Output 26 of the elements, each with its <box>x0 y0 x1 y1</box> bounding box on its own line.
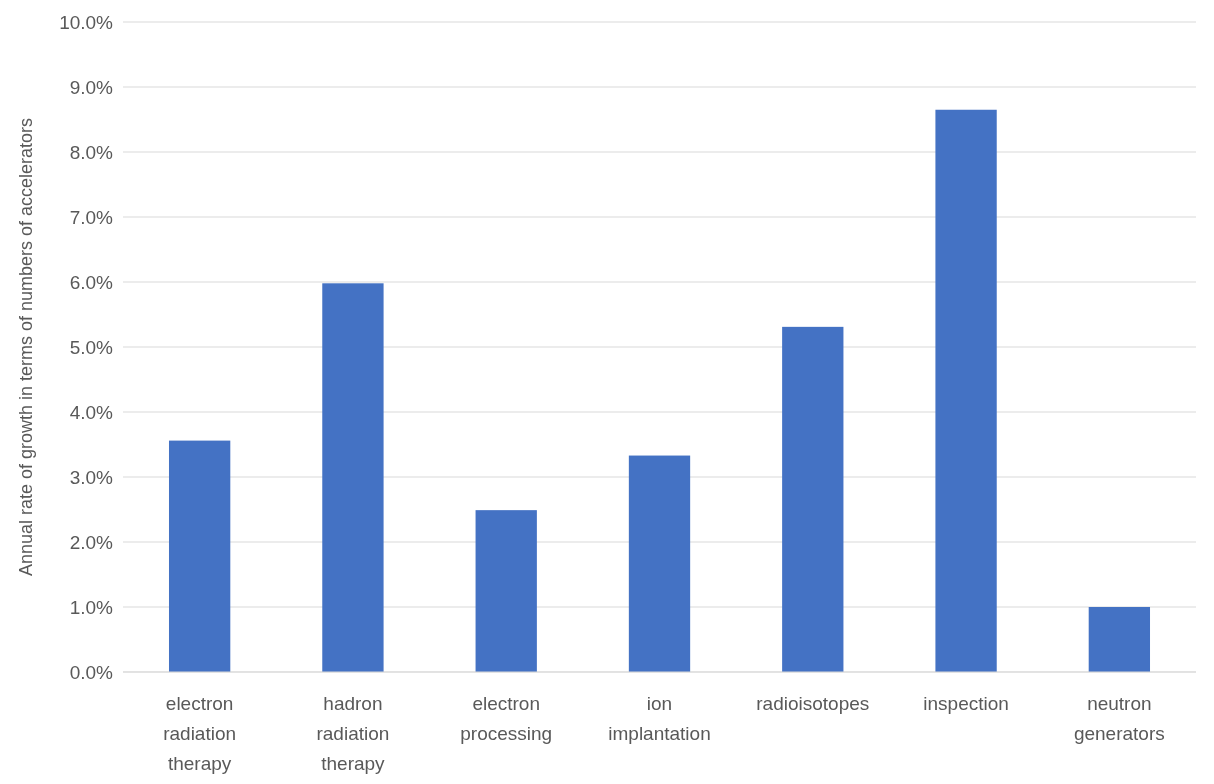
y-tick-label: 5.0% <box>69 336 114 358</box>
x-tick-label: inspection <box>923 693 1009 714</box>
x-tick-label: radioisotopes <box>756 693 870 714</box>
x-tick-label: electron processing <box>460 693 553 744</box>
x-tick-label: ion implantation <box>608 693 711 744</box>
bar <box>1088 607 1151 672</box>
y-tick-label: 2.0% <box>69 531 114 553</box>
bar <box>475 510 537 672</box>
x-tick-label: neutron generators <box>1073 693 1165 744</box>
x-tick-label: electron radiation therapy <box>163 693 237 774</box>
y-tick-label: 1.0% <box>69 596 114 618</box>
y-tick-label: 0.0% <box>69 661 114 683</box>
y-tick-label: 9.0% <box>69 76 114 98</box>
y-tick-label: 7.0% <box>69 206 114 228</box>
bar <box>782 326 844 672</box>
bar <box>935 109 997 672</box>
bar <box>168 440 231 672</box>
x-tick-label: hadron radiation therapy <box>316 693 390 774</box>
y-tick-label: 6.0% <box>69 271 114 293</box>
y-tick-label: 3.0% <box>69 466 114 488</box>
bar <box>628 455 691 672</box>
y-tick-label: 10.0% <box>59 11 114 33</box>
y-tick-label: 4.0% <box>69 401 114 423</box>
y-axis-title: Annual rate of growth in terms of numbers of accelerators <box>16 117 36 577</box>
y-tick-label: 8.0% <box>69 141 114 163</box>
bar <box>322 283 384 672</box>
